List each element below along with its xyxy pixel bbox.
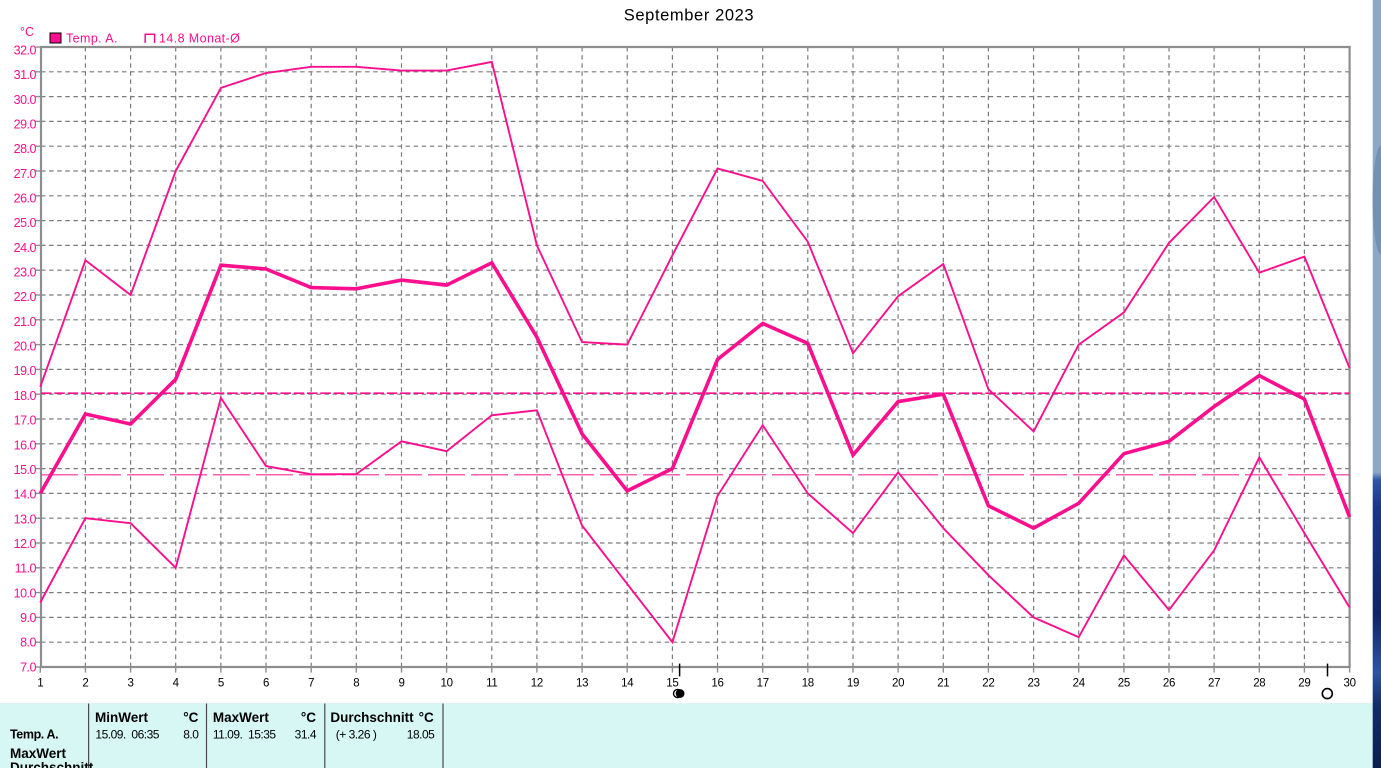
svg-text:5: 5 bbox=[218, 678, 224, 690]
svg-text:10.0: 10.0 bbox=[14, 586, 37, 600]
svg-text:8.0: 8.0 bbox=[183, 727, 199, 741]
svg-text:20.0: 20.0 bbox=[14, 340, 37, 354]
svg-text:12: 12 bbox=[531, 678, 543, 690]
svg-text:26.0: 26.0 bbox=[14, 192, 37, 206]
svg-text:15.09. 06:35: 15.09. 06:35 bbox=[95, 727, 159, 741]
svg-text:23.0: 23.0 bbox=[14, 266, 37, 280]
svg-text:°C: °C bbox=[301, 710, 316, 725]
svg-text:24: 24 bbox=[1073, 678, 1086, 690]
svg-text:September 2023: September 2023 bbox=[624, 7, 754, 25]
svg-text:21: 21 bbox=[937, 678, 949, 690]
svg-text:30.0: 30.0 bbox=[14, 93, 37, 107]
svg-text:°C: °C bbox=[20, 25, 34, 39]
svg-text:17.0: 17.0 bbox=[14, 414, 37, 428]
svg-text:25.0: 25.0 bbox=[14, 216, 37, 230]
svg-text:16.0: 16.0 bbox=[14, 438, 37, 452]
svg-text:10: 10 bbox=[440, 678, 452, 690]
svg-text:°C: °C bbox=[183, 710, 198, 725]
svg-text:4: 4 bbox=[173, 678, 180, 690]
svg-text:29: 29 bbox=[1298, 678, 1310, 690]
svg-text:Durchschnitt: Durchschnitt bbox=[330, 710, 414, 725]
svg-text:26: 26 bbox=[1163, 678, 1175, 690]
svg-text:6: 6 bbox=[263, 678, 269, 690]
svg-text:Temp. A.: Temp. A. bbox=[66, 32, 118, 46]
svg-text:MaxWert: MaxWert bbox=[10, 746, 67, 761]
svg-text:8.0: 8.0 bbox=[20, 636, 36, 650]
svg-text:7: 7 bbox=[308, 678, 314, 690]
svg-text:11.09. 15:35: 11.09. 15:35 bbox=[213, 727, 276, 741]
svg-text:18.0: 18.0 bbox=[14, 389, 37, 403]
svg-text:31.4: 31.4 bbox=[295, 727, 317, 741]
svg-text:22.0: 22.0 bbox=[14, 290, 37, 304]
svg-text:MinWert: MinWert bbox=[95, 710, 149, 725]
svg-text:27.0: 27.0 bbox=[14, 167, 37, 181]
svg-text:13.0: 13.0 bbox=[14, 512, 37, 526]
svg-text:29.0: 29.0 bbox=[14, 118, 37, 132]
svg-text:Temp. A.: Temp. A. bbox=[10, 727, 58, 741]
svg-text:3: 3 bbox=[128, 678, 134, 690]
svg-text:25: 25 bbox=[1118, 678, 1130, 690]
svg-text:23: 23 bbox=[1027, 678, 1039, 690]
svg-text:9: 9 bbox=[398, 678, 404, 690]
svg-text:14.0: 14.0 bbox=[14, 488, 37, 502]
svg-text:32.0: 32.0 bbox=[14, 44, 37, 58]
svg-text:16: 16 bbox=[711, 678, 723, 690]
svg-text:21.0: 21.0 bbox=[14, 315, 37, 329]
svg-text:27: 27 bbox=[1208, 678, 1220, 690]
svg-text:30: 30 bbox=[1343, 678, 1355, 690]
svg-text:19: 19 bbox=[847, 678, 859, 690]
svg-text:11: 11 bbox=[486, 678, 497, 690]
svg-text:14: 14 bbox=[621, 678, 634, 690]
svg-text:15: 15 bbox=[666, 678, 678, 690]
svg-text:1: 1 bbox=[37, 678, 43, 690]
svg-text:18.05: 18.05 bbox=[407, 727, 435, 741]
svg-text:20: 20 bbox=[892, 678, 904, 690]
svg-text:18: 18 bbox=[802, 678, 814, 690]
svg-text:9.0: 9.0 bbox=[20, 611, 36, 625]
svg-text:8: 8 bbox=[353, 678, 359, 690]
svg-text:28: 28 bbox=[1253, 678, 1265, 690]
svg-text:22: 22 bbox=[982, 678, 994, 690]
svg-text:19.0: 19.0 bbox=[14, 364, 37, 378]
svg-text:MaxWert: MaxWert bbox=[213, 710, 270, 725]
svg-text:7.0: 7.0 bbox=[20, 660, 36, 674]
svg-text:(+ 3.26 ): (+ 3.26 ) bbox=[336, 727, 377, 741]
svg-text:2: 2 bbox=[82, 678, 88, 690]
svg-text:13: 13 bbox=[576, 678, 588, 690]
svg-text:°C: °C bbox=[419, 710, 434, 725]
svg-text:11.0: 11.0 bbox=[15, 562, 37, 576]
svg-text:15.0: 15.0 bbox=[14, 463, 37, 477]
svg-text:24.0: 24.0 bbox=[14, 241, 37, 255]
svg-text:17: 17 bbox=[757, 678, 769, 690]
svg-text:Durchschnitt: Durchschnitt bbox=[10, 760, 94, 768]
svg-text:28.0: 28.0 bbox=[14, 142, 37, 156]
svg-text:31.0: 31.0 bbox=[14, 68, 37, 82]
svg-text:12.0: 12.0 bbox=[14, 537, 37, 551]
svg-text:14.8 Monat-Ø: 14.8 Monat-Ø bbox=[159, 32, 240, 46]
